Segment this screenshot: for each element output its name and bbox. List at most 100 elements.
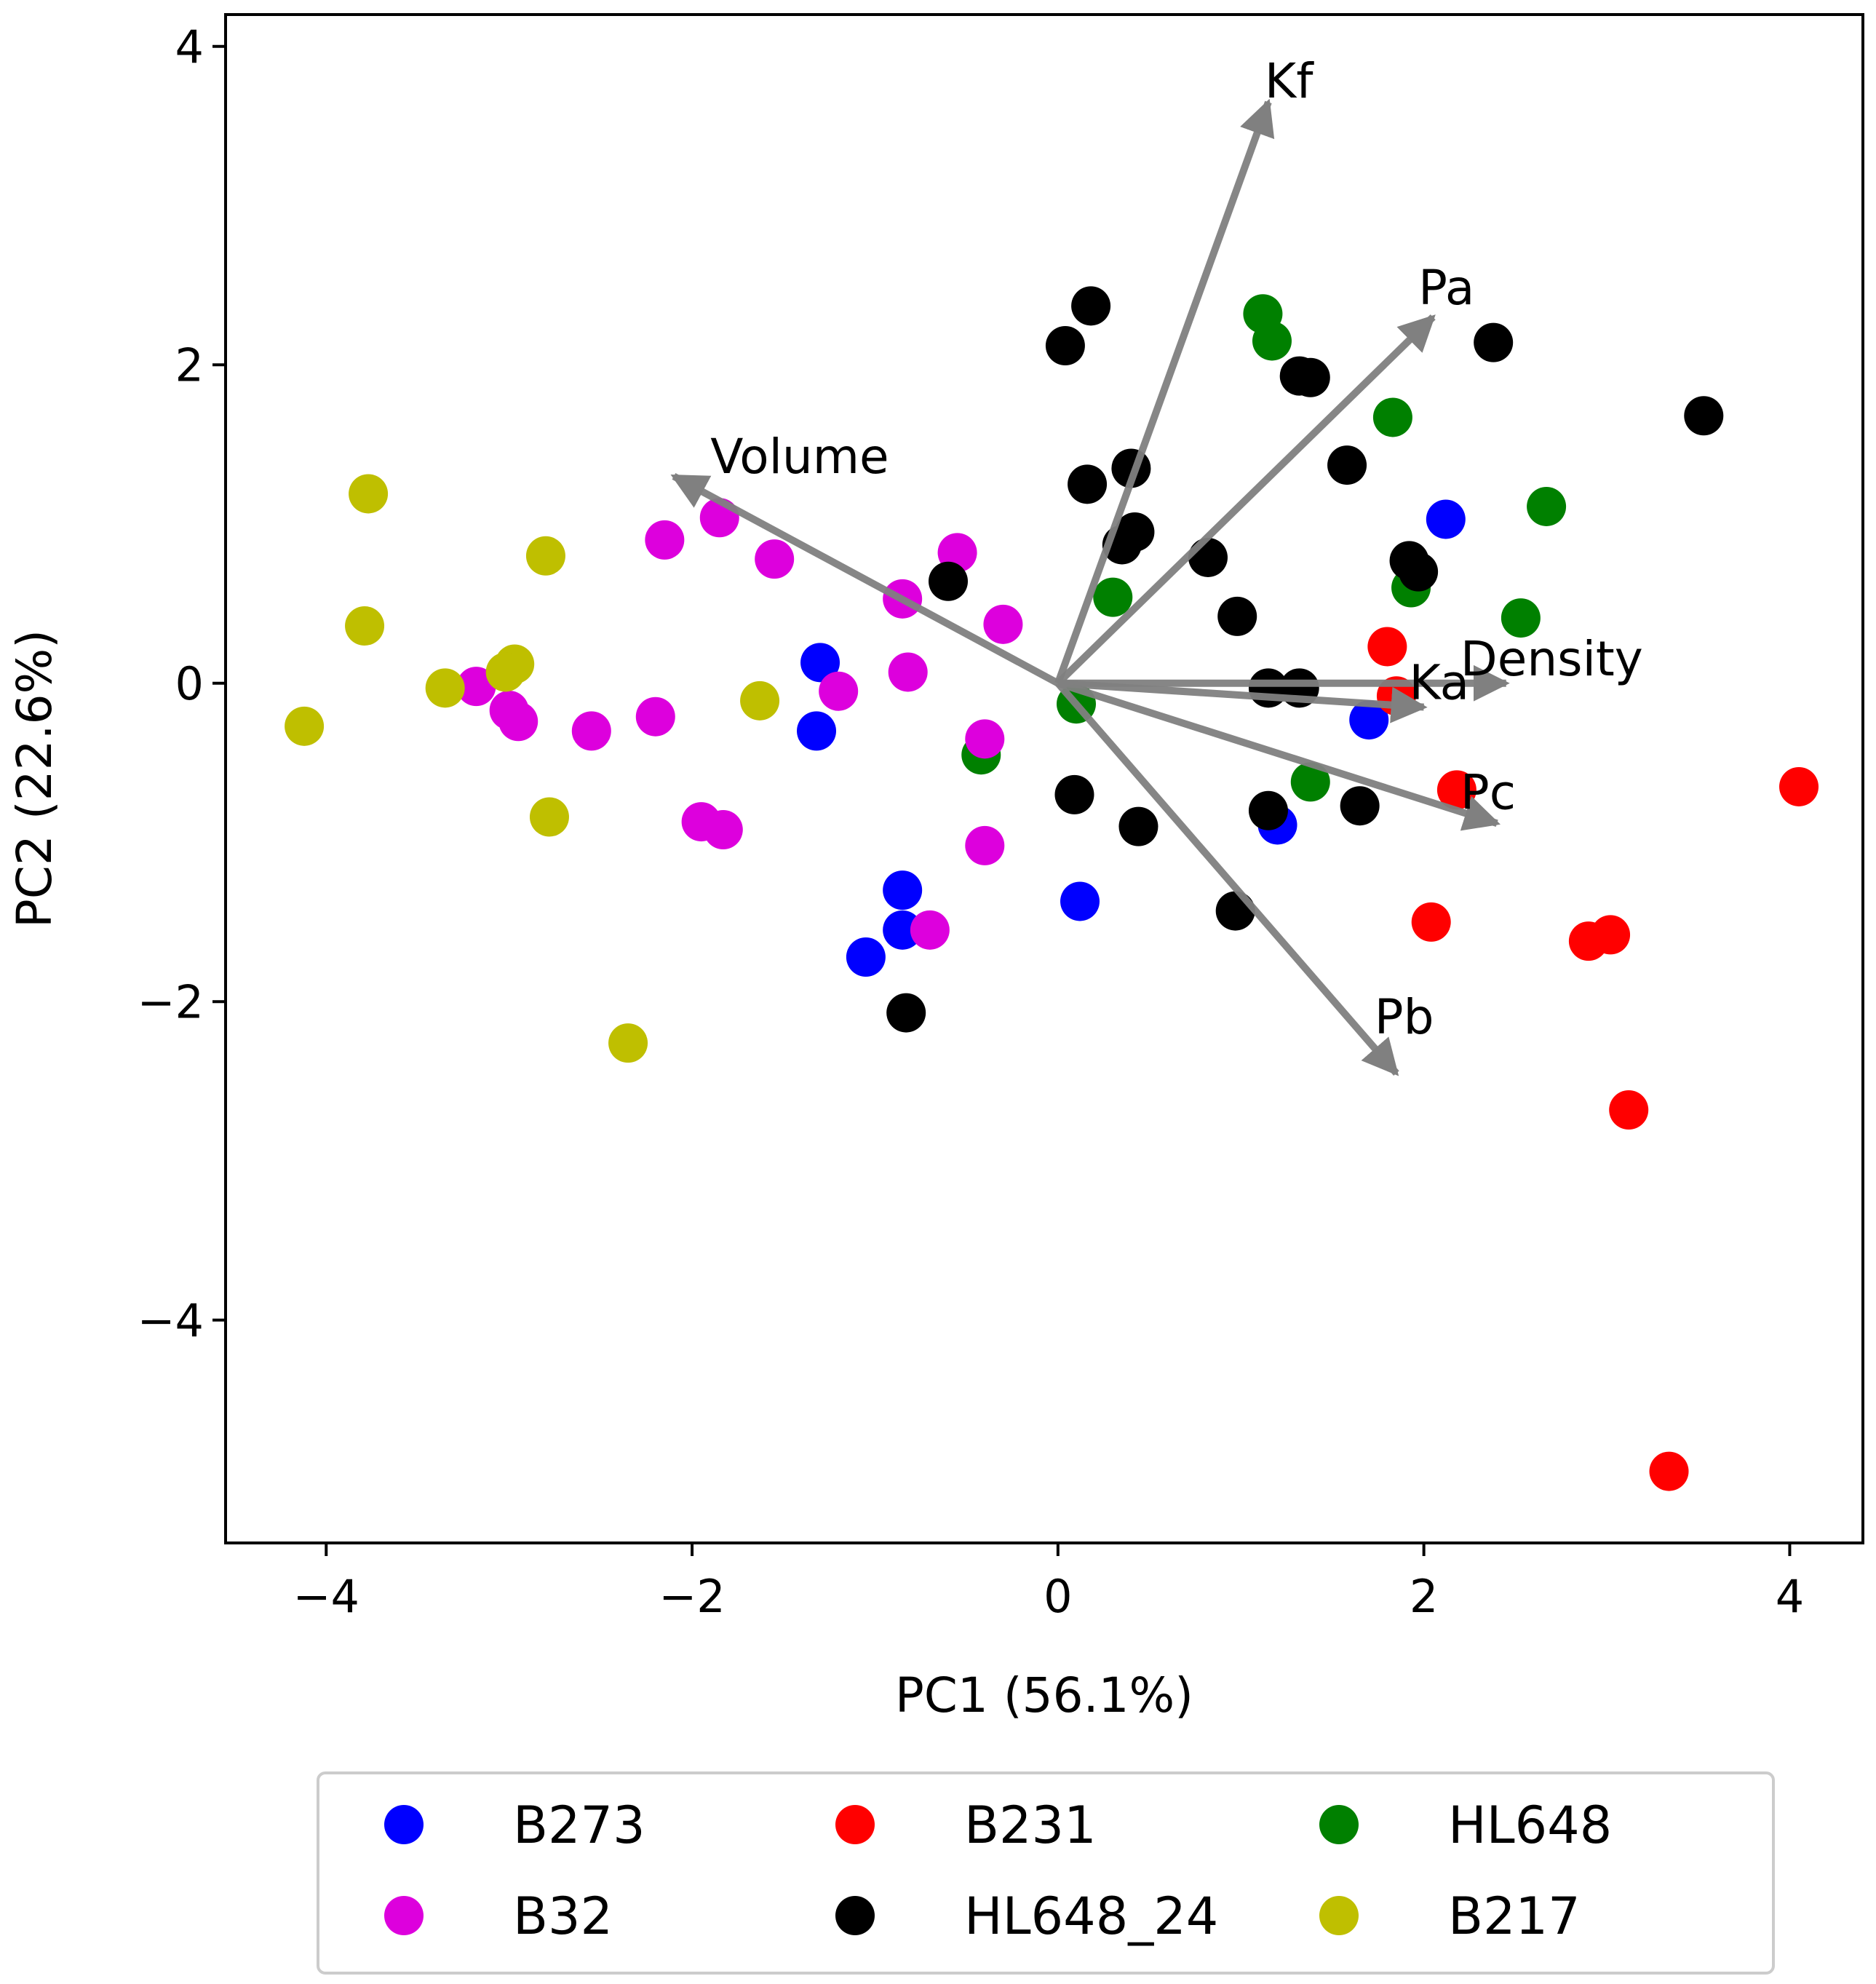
point-b217-4 <box>485 652 525 692</box>
point-hl648-24-11 <box>1188 537 1228 577</box>
point-b32-5 <box>983 604 1023 644</box>
point-b32-16 <box>965 825 1005 865</box>
point-hl648-24-14 <box>929 561 969 601</box>
point-hl648-24-22 <box>1215 891 1255 931</box>
point-b231-3 <box>1779 766 1819 806</box>
plot-frame <box>224 13 1864 1544</box>
loading-arrow-pc <box>1057 679 1501 831</box>
point-b32-2 <box>755 539 795 579</box>
point-hl648-24-5 <box>1684 396 1724 436</box>
legend-marker-hl648-24 <box>835 1896 875 1935</box>
loading-arrow-ka <box>1057 679 1428 723</box>
point-b32-10 <box>456 667 496 707</box>
point-b32-8 <box>635 697 675 737</box>
point-b32-6 <box>888 652 928 692</box>
point-hl648-24-3 <box>1290 357 1330 397</box>
point-b32-1 <box>645 520 685 560</box>
point-b273-3 <box>883 910 923 950</box>
legend-marker-hl648 <box>1319 1805 1359 1844</box>
loading-label-pc: Pc <box>1460 765 1516 821</box>
point-b32-13 <box>965 719 1005 759</box>
y-tick-label-0: −4 <box>138 1294 204 1347</box>
point-b273-7 <box>1426 499 1466 539</box>
legend: B273 B231 HL648 B32 HL648_24 B217 <box>317 1771 1775 1975</box>
y-axis-label: PC2 (22.6%) <box>7 630 63 928</box>
point-b32-9 <box>571 711 611 751</box>
point-hl648-24-15 <box>1217 596 1257 636</box>
x-axis-ticks: −4 −2 0 2 4 <box>293 1543 1804 1623</box>
point-b217-2 <box>345 606 385 646</box>
loading-arrow-pa <box>1055 314 1436 686</box>
point-hl648-2 <box>1372 397 1412 437</box>
point-hl648-24-21 <box>1118 806 1158 846</box>
point-b231-7 <box>1609 1090 1649 1130</box>
point-hl648-24-0 <box>1071 286 1111 326</box>
loading-arrow-volume <box>670 472 1060 687</box>
legend-label-hl648: HL648 <box>1448 1795 1612 1855</box>
legend-entries: B273 B231 HL648 B32 HL648_24 B217 <box>384 1795 1612 1946</box>
point-b217-5 <box>425 668 465 708</box>
loading-label-ka: Ka <box>1410 655 1470 711</box>
loading-label-pa: Pa <box>1418 260 1474 316</box>
point-hl648-24-19 <box>1340 786 1380 826</box>
point-hl648-24-13 <box>1399 552 1439 592</box>
point-b217-9 <box>608 1023 648 1063</box>
x-tick-label-2: 0 <box>1044 1570 1072 1623</box>
point-hl648-3 <box>1527 486 1567 526</box>
point-hl648-24-4 <box>1474 322 1514 362</box>
point-b231-0 <box>1367 627 1407 667</box>
point-hl648-9 <box>1290 762 1330 802</box>
point-b217-8 <box>529 797 569 837</box>
scatter-points <box>285 286 1819 1491</box>
loading-label-kf: Kf <box>1265 53 1314 109</box>
x-tick-label-3: 2 <box>1410 1570 1438 1623</box>
loading-label-volume: Volume <box>710 429 889 485</box>
point-b231-4 <box>1411 902 1451 942</box>
point-b217-6 <box>285 706 325 746</box>
loading-arrow-pb <box>1055 680 1399 1076</box>
point-b32-7 <box>819 671 859 711</box>
point-hl648-24-18 <box>1054 774 1094 814</box>
y-tick-label-4: 4 <box>175 20 204 74</box>
point-b231-8 <box>1649 1451 1689 1491</box>
point-b273-0 <box>800 643 840 683</box>
point-b273-2 <box>883 870 923 910</box>
legend-marker-b231 <box>835 1805 875 1844</box>
legend-label-b231: B231 <box>964 1795 1097 1855</box>
x-axis-label: PC1 (56.1%) <box>895 1667 1193 1723</box>
y-tick-label-2: 0 <box>175 657 204 710</box>
legend-label-b32: B32 <box>513 1886 613 1946</box>
point-hl648-24-20 <box>1248 790 1288 830</box>
loading-arrow-kf <box>1054 98 1275 685</box>
legend-label-b273: B273 <box>513 1795 645 1855</box>
point-b273-5 <box>1060 881 1100 921</box>
point-b32-15 <box>703 810 743 849</box>
x-tick-label-1: −2 <box>659 1570 725 1623</box>
point-b273-4 <box>846 937 886 977</box>
point-hl648-24-1 <box>1045 326 1085 365</box>
point-b273-6 <box>1349 700 1389 740</box>
point-b217-0 <box>349 474 389 514</box>
point-b217-7 <box>740 680 780 721</box>
legend-label-b217: B217 <box>1448 1886 1581 1946</box>
y-tick-label-3: 2 <box>175 338 204 392</box>
point-hl648-4 <box>1093 577 1133 617</box>
loading-label-pb: Pb <box>1375 989 1434 1045</box>
legend-frame <box>317 1771 1775 1975</box>
legend-marker-b217 <box>1319 1896 1359 1935</box>
point-hl648-24-8 <box>1068 464 1108 504</box>
point-hl648-6 <box>1501 598 1541 638</box>
point-b217-1 <box>525 536 565 576</box>
x-tick-label-0: −4 <box>293 1570 359 1623</box>
point-b231-6 <box>1591 915 1631 955</box>
y-tick-label-1: −2 <box>138 975 204 1028</box>
loading-arrows <box>670 98 1510 1076</box>
point-hl648-24-6 <box>1327 445 1367 485</box>
x-tick-label-4: 4 <box>1776 1570 1804 1623</box>
loading-label-density: Density <box>1460 631 1643 687</box>
y-axis-ticks: −4 −2 0 2 4 <box>138 20 226 1347</box>
legend-label-hl648-24: HL648_24 <box>964 1886 1218 1946</box>
point-b273-1 <box>797 711 837 751</box>
